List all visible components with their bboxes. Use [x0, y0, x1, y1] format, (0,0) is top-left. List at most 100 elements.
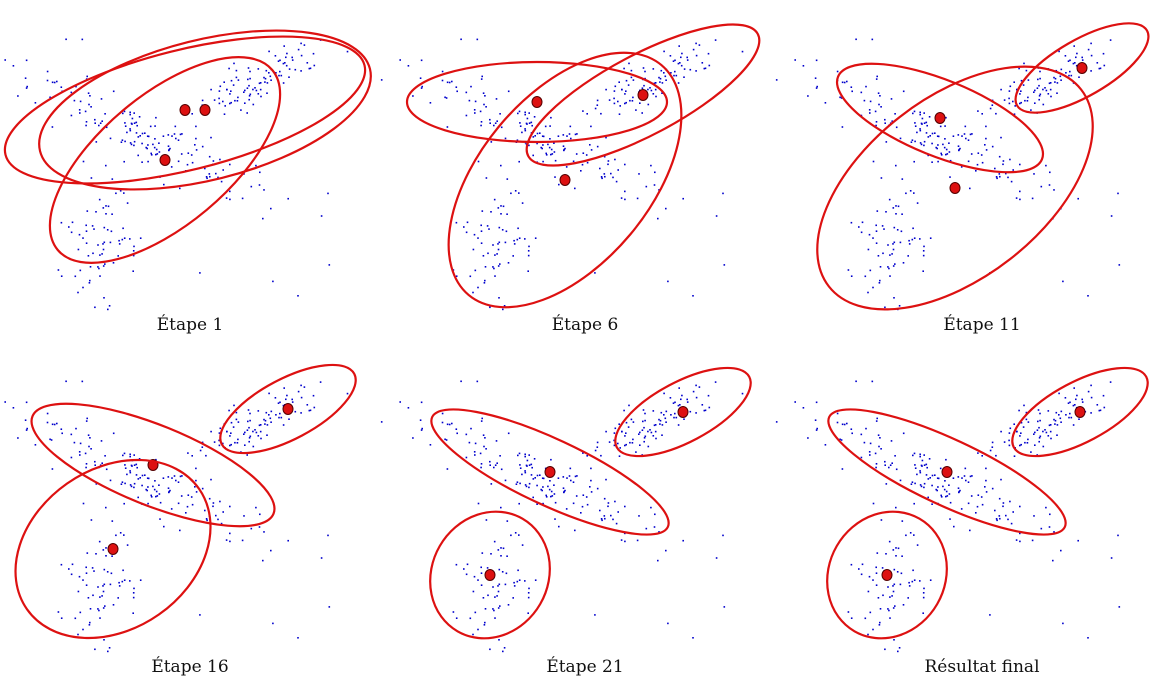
data-point [248, 440, 250, 443]
data-point [536, 142, 538, 145]
data-point [174, 125, 177, 128]
data-point [841, 81, 844, 84]
data-point [455, 617, 458, 619]
data-point [967, 502, 970, 505]
data-point [914, 125, 917, 127]
data-point [502, 308, 504, 311]
data-point [961, 135, 963, 137]
cluster-center-3 [881, 569, 893, 581]
data-point [123, 579, 126, 581]
data-point [448, 423, 451, 426]
data-point [568, 475, 571, 477]
data-point [528, 454, 530, 456]
data-point [1110, 215, 1113, 217]
data-point [112, 262, 115, 264]
data-point [566, 135, 568, 137]
gaussian-ellipse-2 [38, 29, 372, 191]
data-point [527, 254, 530, 257]
data-point [880, 177, 883, 179]
data-point [715, 557, 718, 559]
data-point [931, 484, 933, 487]
data-point [283, 45, 285, 47]
data-point [1099, 409, 1102, 412]
data-point [1050, 437, 1052, 440]
data-point [1056, 434, 1058, 436]
data-point [864, 617, 867, 620]
data-point [879, 266, 882, 268]
data-point [139, 135, 141, 137]
data-point [936, 135, 939, 137]
data-point [586, 161, 589, 164]
data-point [926, 124, 928, 127]
data-point [957, 145, 960, 147]
data-point [1038, 440, 1040, 443]
data-point [1013, 455, 1016, 457]
data-point [652, 93, 655, 95]
data-point [1002, 163, 1004, 166]
data-point [836, 421, 839, 424]
data-point [85, 230, 88, 232]
data-point [155, 490, 158, 493]
data-point [841, 126, 844, 128]
data-point [70, 573, 73, 576]
data-point [850, 563, 853, 566]
data-point [122, 112, 124, 115]
data-point [57, 269, 60, 271]
data-point [272, 280, 274, 283]
data-point [901, 520, 904, 522]
data-point [493, 124, 495, 127]
data-point [186, 505, 189, 508]
data-point [441, 421, 444, 424]
data-point [291, 401, 294, 403]
data-point [594, 614, 596, 616]
data-point [1022, 84, 1025, 86]
data-point [876, 210, 879, 212]
data-point [850, 275, 853, 277]
data-point [217, 176, 219, 179]
data-point [1117, 192, 1119, 195]
data-point [872, 286, 874, 289]
data-point [1069, 412, 1071, 415]
data-point [650, 431, 653, 434]
data-point [894, 455, 896, 457]
data-point [97, 244, 99, 246]
data-point [412, 95, 414, 97]
data-point [1019, 102, 1021, 105]
data-point [56, 80, 58, 83]
data-point [957, 134, 960, 136]
data-point [213, 441, 216, 443]
data-point [146, 489, 148, 492]
data-point [446, 81, 449, 84]
data-point [889, 617, 891, 619]
data-point [446, 126, 449, 128]
data-point [266, 424, 269, 426]
data-point [528, 587, 530, 590]
data-point [919, 113, 921, 116]
data-point [135, 463, 138, 466]
data-point [985, 479, 987, 482]
data-point [1027, 96, 1029, 99]
data-point [527, 250, 530, 252]
data-point [861, 563, 864, 566]
data-point [612, 176, 614, 179]
data-point [282, 404, 285, 407]
data-point [75, 427, 77, 430]
data-point [937, 144, 939, 146]
data-point [682, 197, 684, 200]
data-point [252, 103, 255, 106]
data-point [277, 402, 280, 404]
data-point [524, 111, 526, 114]
data-point [1069, 70, 1071, 73]
data-point [444, 438, 446, 441]
data-point [282, 62, 285, 65]
data-point [499, 113, 501, 115]
data-point [501, 229, 504, 231]
data-point [421, 427, 423, 430]
data-point [123, 192, 125, 194]
data-point [68, 568, 70, 570]
data-point [485, 106, 487, 108]
data-point [79, 454, 81, 456]
data-point [550, 458, 552, 461]
data-point [1042, 103, 1045, 106]
data-point [1059, 417, 1062, 420]
